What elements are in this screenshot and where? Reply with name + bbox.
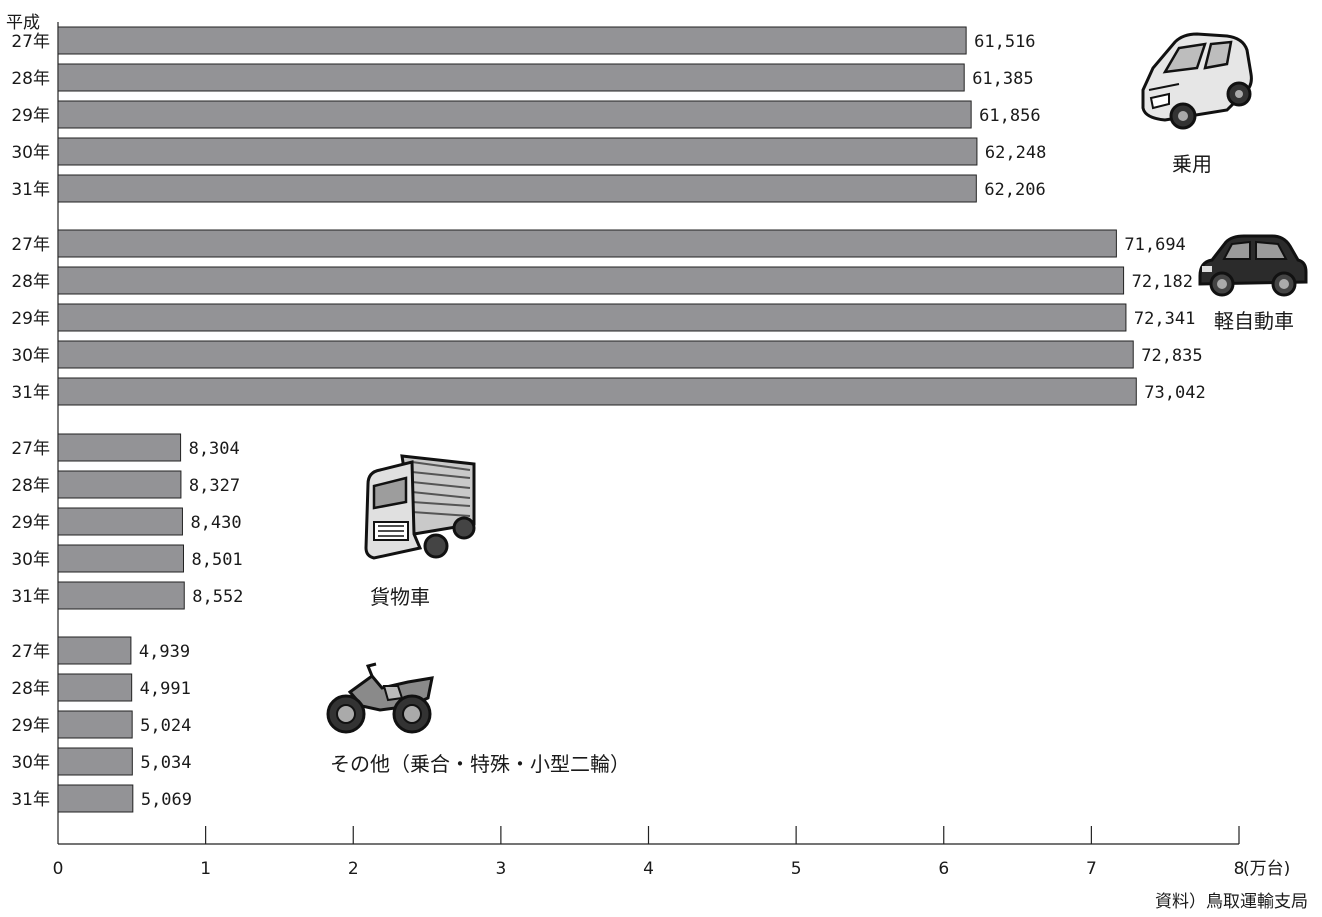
value-label: 71,694 [1124, 235, 1185, 255]
year-label: 29年 [11, 716, 50, 736]
bar [57, 544, 184, 573]
value-label: 4,939 [139, 642, 190, 662]
year-label: 30年 [11, 346, 50, 366]
year-label: 27年 [11, 642, 50, 662]
bar [57, 673, 133, 702]
year-label: 28年 [11, 69, 50, 89]
bar [57, 636, 132, 665]
bar [57, 26, 967, 55]
bar [57, 784, 134, 813]
x-axis-unit: (万台) [1243, 859, 1290, 879]
year-label: 31年 [11, 180, 50, 200]
bar [57, 470, 182, 499]
bar [57, 100, 972, 129]
x-tick-label: 3 [495, 859, 506, 879]
x-tick-label: 0 [53, 859, 64, 879]
bar [57, 710, 133, 739]
year-label: 27年 [11, 32, 50, 52]
x-tick-label: 6 [938, 859, 949, 879]
source-note: 資料）鳥取運輸支局 [1155, 892, 1308, 912]
bar [57, 266, 1125, 295]
year-label: 29年 [11, 309, 50, 329]
x-tick-label: 4 [643, 859, 654, 879]
year-label: 31年 [11, 587, 50, 607]
value-label: 72,182 [1132, 272, 1193, 292]
value-label: 8,501 [191, 550, 242, 570]
bar [57, 137, 978, 166]
group-label-passenger: 乗用 [1172, 152, 1212, 176]
x-tick-label: 8 [1234, 859, 1245, 879]
bar [57, 303, 1127, 332]
value-label: 62,206 [984, 180, 1045, 200]
value-label: 8,430 [190, 513, 241, 533]
year-label: 30年 [11, 753, 50, 773]
x-tick-label: 5 [791, 859, 802, 879]
value-label: 5,069 [141, 790, 192, 810]
value-label: 61,856 [979, 106, 1040, 126]
value-label: 8,552 [192, 587, 243, 607]
kei-car-icon [1198, 234, 1308, 297]
group-label-truck: 貨物車 [370, 585, 430, 609]
year-label: 28年 [11, 272, 50, 292]
value-label: 8,327 [189, 476, 240, 496]
era-label: 平成 [6, 13, 40, 33]
value-label: 5,024 [140, 716, 191, 736]
value-label: 72,341 [1134, 309, 1195, 329]
year-label: 28年 [11, 476, 50, 496]
year-label: 31年 [11, 790, 50, 810]
group-label-kei: 軽自動車 [1214, 309, 1294, 333]
value-label: 8,304 [189, 439, 240, 459]
year-label: 31年 [11, 383, 50, 403]
value-label: 72,835 [1141, 346, 1202, 366]
year-label: 30年 [11, 550, 50, 570]
bar [57, 433, 182, 462]
value-label: 61,385 [972, 69, 1033, 89]
x-tick-label: 2 [348, 859, 359, 879]
year-label: 30年 [11, 143, 50, 163]
bar [57, 747, 133, 776]
x-tick-label: 7 [1086, 859, 1097, 879]
group-label-other: その他（乗合・特殊・小型二輪） [330, 752, 630, 776]
bar [57, 340, 1134, 369]
truck-icon [364, 454, 476, 560]
bar [57, 377, 1137, 406]
year-label: 27年 [11, 235, 50, 255]
car-icon [1141, 32, 1253, 130]
value-label: 4,991 [140, 679, 191, 699]
value-label: 62,248 [985, 143, 1046, 163]
year-label: 29年 [11, 513, 50, 533]
bar [57, 507, 183, 536]
year-label: 27年 [11, 439, 50, 459]
bar [57, 174, 977, 203]
year-label: 28年 [11, 679, 50, 699]
value-label: 5,034 [140, 753, 191, 773]
bar [57, 63, 965, 92]
motorcycle-icon [326, 662, 434, 734]
value-label: 73,042 [1144, 383, 1205, 403]
value-label: 61,516 [974, 32, 1035, 52]
x-tick-label: 1 [200, 859, 211, 879]
bar [57, 229, 1117, 258]
year-label: 29年 [11, 106, 50, 126]
bar [57, 581, 185, 610]
